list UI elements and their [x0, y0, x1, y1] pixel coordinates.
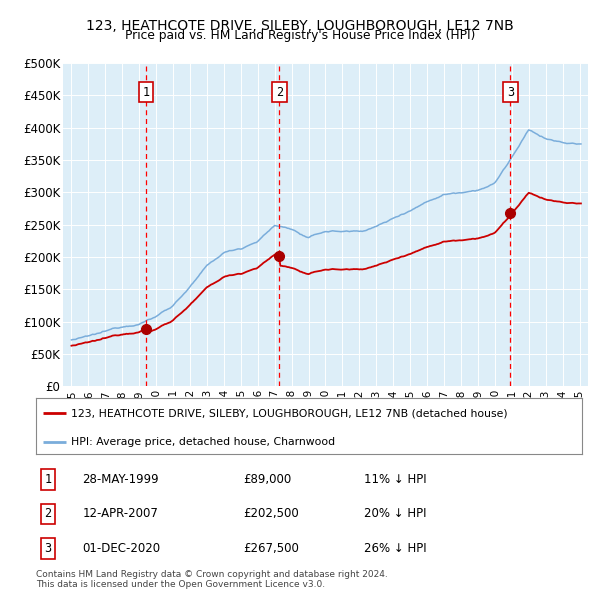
Text: 1: 1 [44, 473, 52, 486]
Text: 1: 1 [143, 86, 150, 99]
Text: 2: 2 [44, 507, 52, 520]
Text: 123, HEATHCOTE DRIVE, SILEBY, LOUGHBOROUGH, LE12 7NB (detached house): 123, HEATHCOTE DRIVE, SILEBY, LOUGHBOROU… [71, 408, 508, 418]
Text: 11% ↓ HPI: 11% ↓ HPI [364, 473, 426, 486]
Text: 12-APR-2007: 12-APR-2007 [82, 507, 158, 520]
Text: HPI: Average price, detached house, Charnwood: HPI: Average price, detached house, Char… [71, 437, 335, 447]
Text: 3: 3 [44, 542, 52, 555]
Text: Price paid vs. HM Land Registry's House Price Index (HPI): Price paid vs. HM Land Registry's House … [125, 30, 475, 42]
Text: 01-DEC-2020: 01-DEC-2020 [82, 542, 161, 555]
Text: £267,500: £267,500 [244, 542, 299, 555]
Text: £89,000: £89,000 [244, 473, 292, 486]
Text: Contains HM Land Registry data © Crown copyright and database right 2024.
This d: Contains HM Land Registry data © Crown c… [36, 570, 388, 589]
Text: 26% ↓ HPI: 26% ↓ HPI [364, 542, 426, 555]
Text: £202,500: £202,500 [244, 507, 299, 520]
Text: 2: 2 [276, 86, 283, 99]
Text: 123, HEATHCOTE DRIVE, SILEBY, LOUGHBOROUGH, LE12 7NB: 123, HEATHCOTE DRIVE, SILEBY, LOUGHBOROU… [86, 19, 514, 33]
Text: 3: 3 [507, 86, 514, 99]
Text: 20% ↓ HPI: 20% ↓ HPI [364, 507, 426, 520]
Text: 28-MAY-1999: 28-MAY-1999 [82, 473, 159, 486]
